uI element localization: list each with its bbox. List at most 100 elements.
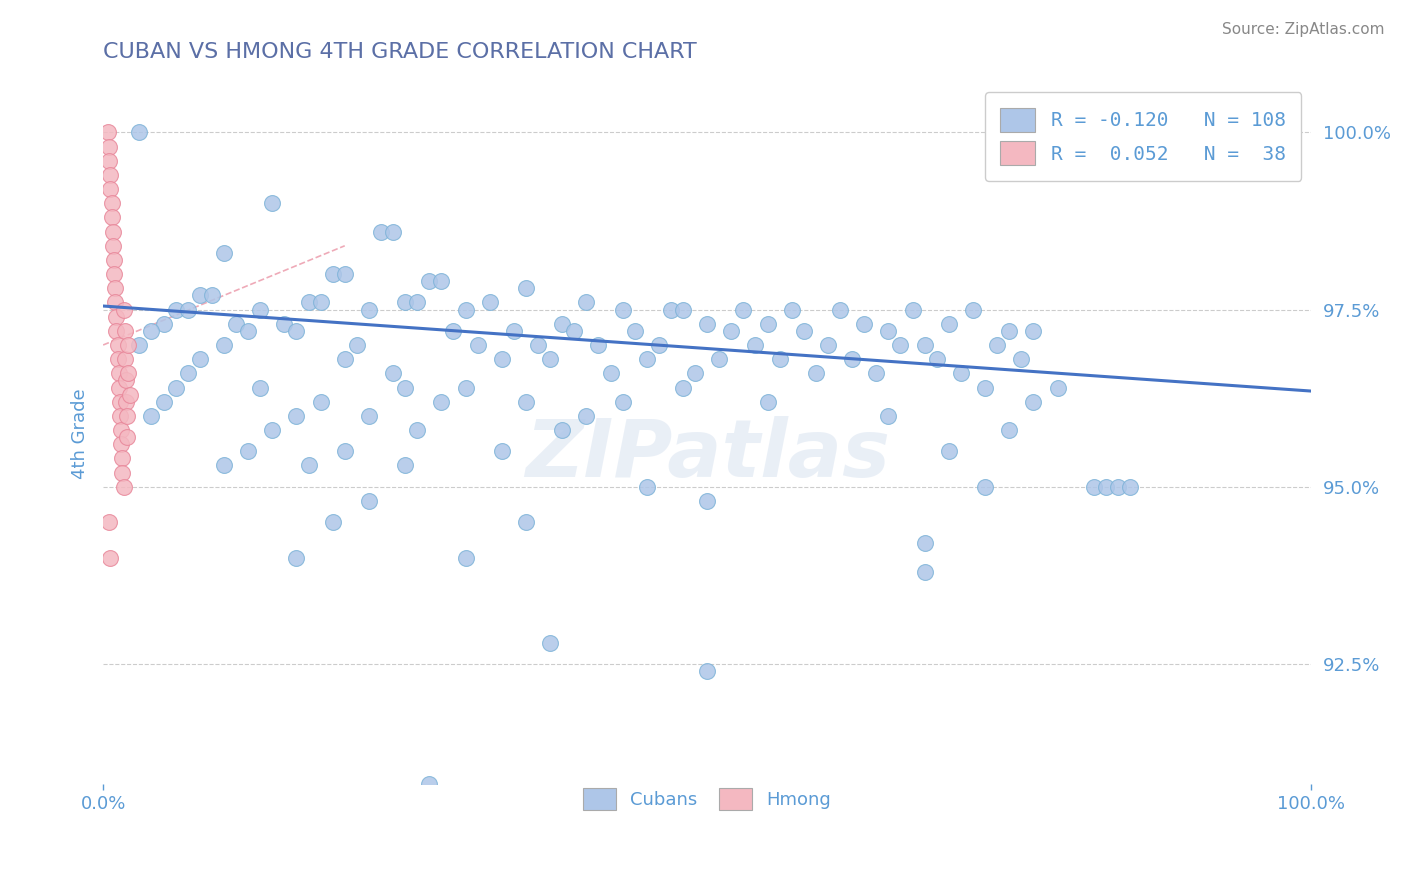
Point <box>986 338 1008 352</box>
Point <box>1095 480 1118 494</box>
Point <box>104 295 127 310</box>
Point <box>98 139 121 153</box>
Point <box>696 494 718 508</box>
Point <box>527 338 550 352</box>
Point <box>914 536 936 550</box>
Point <box>502 324 524 338</box>
Point <box>454 302 477 317</box>
Point <box>394 458 416 473</box>
Point <box>733 302 755 317</box>
Point <box>118 387 141 401</box>
Point <box>100 182 122 196</box>
Point <box>152 317 174 331</box>
Point <box>152 394 174 409</box>
Point <box>100 550 122 565</box>
Point <box>551 423 574 437</box>
Point <box>962 302 984 317</box>
Point <box>406 295 429 310</box>
Point <box>817 338 839 352</box>
Point <box>382 367 405 381</box>
Point <box>98 153 121 168</box>
Point <box>877 409 900 423</box>
Point <box>128 125 150 139</box>
Point <box>683 367 706 381</box>
Point <box>515 394 537 409</box>
Point <box>515 515 537 529</box>
Point <box>599 367 621 381</box>
Point <box>249 380 271 394</box>
Point <box>478 295 501 310</box>
Point <box>877 324 900 338</box>
Point <box>188 288 211 302</box>
Point <box>467 338 489 352</box>
Point <box>430 394 453 409</box>
Point <box>322 515 344 529</box>
Point <box>100 196 122 211</box>
Point <box>998 423 1021 437</box>
Point <box>1119 480 1142 494</box>
Point <box>111 451 134 466</box>
Point <box>394 295 416 310</box>
Point <box>110 437 132 451</box>
Point <box>128 338 150 352</box>
Point <box>588 338 610 352</box>
Point <box>108 380 131 394</box>
Point <box>756 394 779 409</box>
Point <box>188 352 211 367</box>
Point <box>491 352 513 367</box>
Point <box>406 423 429 437</box>
Point <box>780 302 803 317</box>
Point <box>1240 125 1263 139</box>
Point <box>357 409 380 423</box>
Point <box>112 480 135 494</box>
Point <box>101 239 124 253</box>
Point <box>430 274 453 288</box>
Point <box>346 338 368 352</box>
Point <box>212 245 235 260</box>
Point <box>114 352 136 367</box>
Point <box>297 458 319 473</box>
Text: Source: ZipAtlas.com: Source: ZipAtlas.com <box>1222 22 1385 37</box>
Point <box>828 302 851 317</box>
Point <box>297 295 319 310</box>
Point <box>853 317 876 331</box>
Point <box>938 444 960 458</box>
Point <box>114 324 136 338</box>
Point <box>804 367 827 381</box>
Point <box>551 317 574 331</box>
Point <box>538 635 561 649</box>
Point <box>636 352 658 367</box>
Point <box>648 338 671 352</box>
Point <box>262 423 284 437</box>
Point <box>865 367 887 381</box>
Point <box>925 352 948 367</box>
Point <box>100 211 122 225</box>
Point <box>107 352 129 367</box>
Point <box>309 295 332 310</box>
Point <box>110 423 132 437</box>
Point <box>575 295 598 310</box>
Point <box>309 394 332 409</box>
Point <box>949 367 972 381</box>
Point <box>117 338 139 352</box>
Point <box>273 317 295 331</box>
Point <box>176 367 198 381</box>
Point <box>201 288 224 302</box>
Legend: Cubans, Hmong: Cubans, Hmong <box>569 773 845 824</box>
Point <box>117 367 139 381</box>
Point <box>538 352 561 367</box>
Point <box>382 225 405 239</box>
Point <box>103 252 125 267</box>
Point <box>672 302 695 317</box>
Point <box>418 274 440 288</box>
Point <box>998 324 1021 338</box>
Point <box>101 225 124 239</box>
Point <box>112 302 135 317</box>
Point <box>914 338 936 352</box>
Point <box>938 317 960 331</box>
Point <box>236 324 259 338</box>
Point <box>1022 324 1045 338</box>
Point <box>974 480 997 494</box>
Point <box>562 324 585 338</box>
Point <box>1083 480 1105 494</box>
